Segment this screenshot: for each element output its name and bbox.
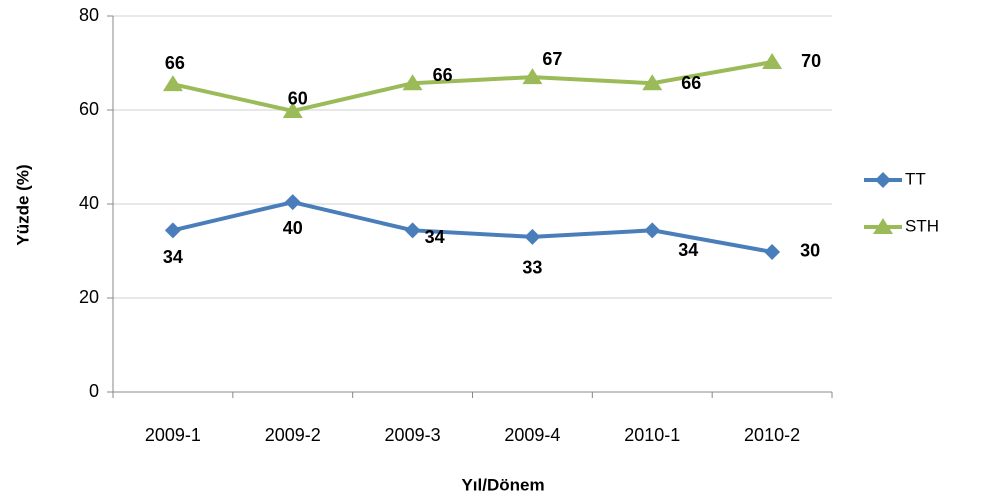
- legend-marker: [875, 172, 891, 188]
- x-tick-label: 2009-3: [385, 425, 441, 445]
- marker: [762, 53, 783, 70]
- y-axis-title: Yüzde (%): [13, 164, 32, 245]
- legend-label: STH: [905, 216, 939, 235]
- data-label: 66: [681, 73, 701, 93]
- data-label: 70: [801, 51, 821, 71]
- x-tick-label: 2009-4: [504, 425, 560, 445]
- data-label: 30: [800, 241, 820, 261]
- x-tick-label: 2010-2: [744, 425, 800, 445]
- y-tick-label: 0: [89, 381, 99, 401]
- data-label: 66: [433, 65, 453, 85]
- x-axis-title: Yıl/Dönem: [461, 475, 544, 494]
- marker: [642, 74, 663, 91]
- y-tick-label: 20: [79, 287, 99, 307]
- y-tick-label: 60: [79, 99, 99, 119]
- x-tick-label: 2009-2: [265, 425, 321, 445]
- data-label: 34: [425, 227, 445, 247]
- marker: [522, 68, 543, 85]
- marker: [284, 194, 301, 211]
- marker: [644, 222, 661, 239]
- x-tick-label: 2009-1: [145, 425, 201, 445]
- marker: [524, 228, 541, 245]
- y-tick-label: 80: [79, 5, 99, 25]
- marker: [764, 243, 781, 260]
- marker: [402, 74, 423, 91]
- line: [172, 200, 773, 254]
- marker: [282, 101, 303, 118]
- data-label: 34: [163, 247, 183, 267]
- data-label: 40: [283, 218, 303, 238]
- data-label: 66: [165, 53, 185, 73]
- data-label: 34: [678, 240, 698, 260]
- marker: [162, 75, 183, 92]
- x-tick-label: 2010-1: [624, 425, 680, 445]
- legend-label: TT: [905, 169, 926, 188]
- marker: [404, 222, 421, 239]
- marker: [164, 222, 181, 239]
- line: [172, 60, 773, 113]
- legend-marker: [873, 218, 893, 234]
- data-label: 60: [288, 89, 308, 109]
- y-tick-label: 40: [79, 193, 99, 213]
- data-label: 67: [542, 49, 562, 69]
- data-label: 33: [522, 258, 542, 278]
